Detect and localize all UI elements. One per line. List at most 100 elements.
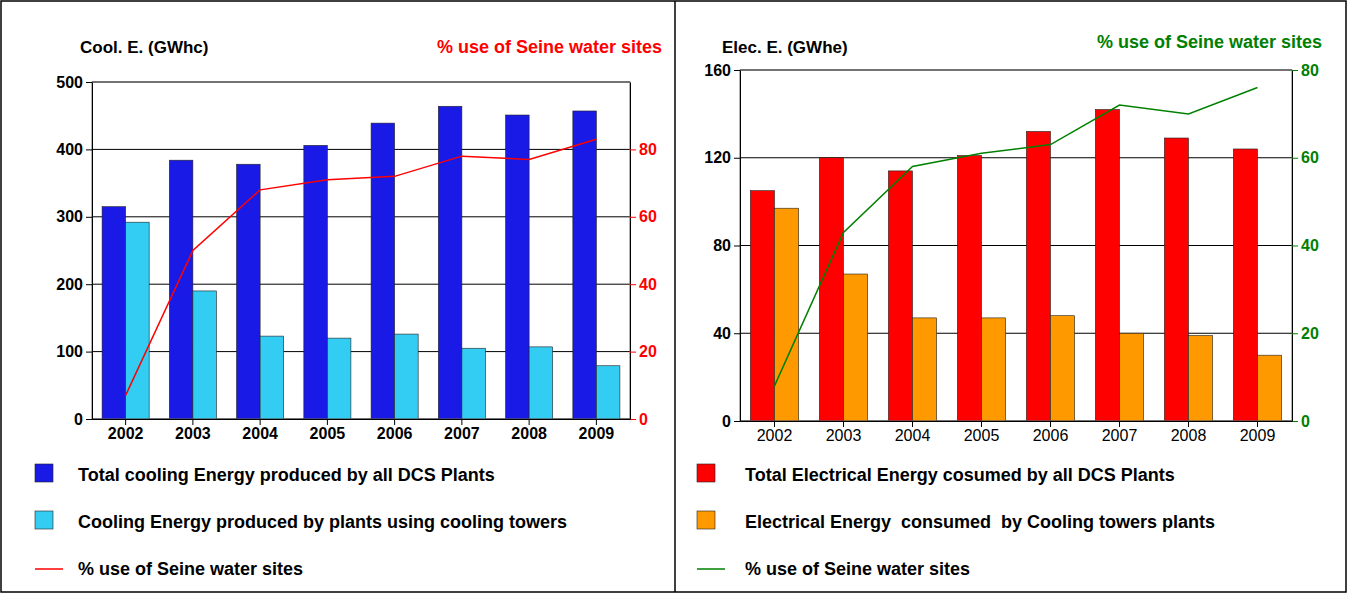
plot-frame (92, 82, 630, 419)
tick: 2002 (757, 421, 793, 444)
tick: 40 (1292, 237, 1319, 254)
tick-mark (1292, 333, 1298, 334)
bar (1164, 138, 1188, 421)
tick-mark (86, 82, 92, 83)
bar (888, 171, 912, 421)
tick-mark (86, 352, 92, 353)
y-axis: 0 40 80 120 160 (704, 62, 740, 430)
tick-mark (529, 419, 530, 425)
grid (740, 70, 1292, 421)
bar (957, 156, 981, 421)
axis-line (741, 421, 1293, 422)
bar (169, 160, 193, 419)
bar (327, 338, 351, 419)
tick-mark (125, 419, 126, 425)
tick-mark (461, 419, 462, 425)
bar (260, 336, 284, 419)
bar (596, 366, 620, 419)
bar (529, 347, 553, 419)
tick: 2004 (895, 421, 931, 444)
tick: 160 (704, 62, 740, 79)
tick: 300 (56, 208, 92, 225)
legend: Total Electrical Energy cosumed by all D… (697, 464, 1215, 579)
tick: 40 (713, 325, 740, 342)
bar (1189, 335, 1213, 421)
plot-area (750, 88, 1281, 421)
y-axis: 0100200300400500 (56, 74, 92, 428)
bar (844, 274, 868, 421)
tick-mark (1292, 246, 1298, 247)
bar (913, 318, 937, 421)
tick-label: 2005 (964, 427, 1000, 444)
bar (506, 115, 530, 419)
tick: 2003 (175, 419, 211, 442)
tick-mark (1257, 421, 1258, 427)
tick-label: 300 (56, 208, 83, 225)
tick: 2003 (826, 421, 862, 444)
tick-label: 80 (1301, 62, 1319, 79)
x-axis: 20022003200420052006200720082009 (93, 419, 631, 442)
legend-swatch (697, 511, 715, 529)
tick-label: 2004 (242, 425, 278, 442)
tick: 2005 (310, 419, 346, 442)
tick: 2005 (964, 421, 1000, 444)
tick-mark (774, 421, 775, 427)
tick-label: 80 (639, 141, 657, 158)
tick-mark (981, 421, 982, 427)
tick: 2009 (1240, 421, 1276, 444)
axis-line (93, 419, 631, 420)
tick-mark (394, 419, 395, 425)
legend-swatch (697, 464, 715, 482)
bar (304, 145, 328, 419)
tick-label: 2009 (579, 425, 615, 442)
tick: 500 (56, 74, 92, 91)
canvas: 0100200300400500020406080200220032004200… (0, 0, 1347, 593)
tick-label: 40 (1301, 237, 1319, 254)
tick: 400 (56, 141, 92, 158)
tick-mark (734, 70, 740, 71)
tick: 2006 (377, 419, 413, 442)
y-axis-title: Cool. E. (GWhc) (80, 38, 208, 57)
tick-label: 120 (704, 149, 731, 166)
legend-label: Electrical Energy consumed by Cooling to… (745, 512, 1215, 532)
tick: 40 (630, 276, 657, 293)
tick-mark (734, 158, 740, 159)
tick-mark (1292, 421, 1298, 422)
y2-axis-title: % use of Seine water sites (437, 37, 662, 57)
tick: 0 (722, 413, 740, 430)
tick: 80 (630, 141, 657, 158)
tick-mark (596, 419, 597, 425)
tick-mark (630, 284, 636, 285)
tick-mark (630, 419, 636, 420)
tick-label: 2007 (1102, 427, 1138, 444)
tick-label: 2006 (377, 425, 413, 442)
axis-line (92, 83, 93, 420)
tick-mark (734, 246, 740, 247)
tick-label: 40 (639, 276, 657, 293)
tick-label: 2008 (1171, 427, 1207, 444)
bar (193, 291, 217, 419)
legend-label: Total Electrical Energy cosumed by all D… (745, 465, 1175, 485)
tick: 100 (56, 343, 92, 360)
tick-label: 2008 (511, 425, 547, 442)
tick-mark (734, 421, 740, 422)
tick-label: 80 (713, 237, 731, 254)
tick-mark (192, 419, 193, 425)
chart: 0100200300400500020406080200220032004200… (35, 37, 662, 579)
tick-label: 60 (1301, 149, 1319, 166)
axis-line (740, 71, 741, 422)
tick-label: 60 (639, 208, 657, 225)
plot-frame (740, 70, 1292, 421)
bar (819, 158, 843, 421)
tick-label: 160 (704, 62, 731, 79)
tick: 200 (56, 276, 92, 293)
tick-label: 100 (56, 343, 83, 360)
tick: 2007 (444, 419, 480, 442)
grid (92, 82, 630, 419)
legend-swatch (35, 464, 53, 482)
y2-axis: 020406080 (630, 83, 657, 428)
tick: 2007 (1102, 421, 1138, 444)
tick-mark (1119, 421, 1120, 427)
legend-swatch (35, 511, 53, 529)
legend-label: % use of Seine water sites (78, 559, 303, 579)
